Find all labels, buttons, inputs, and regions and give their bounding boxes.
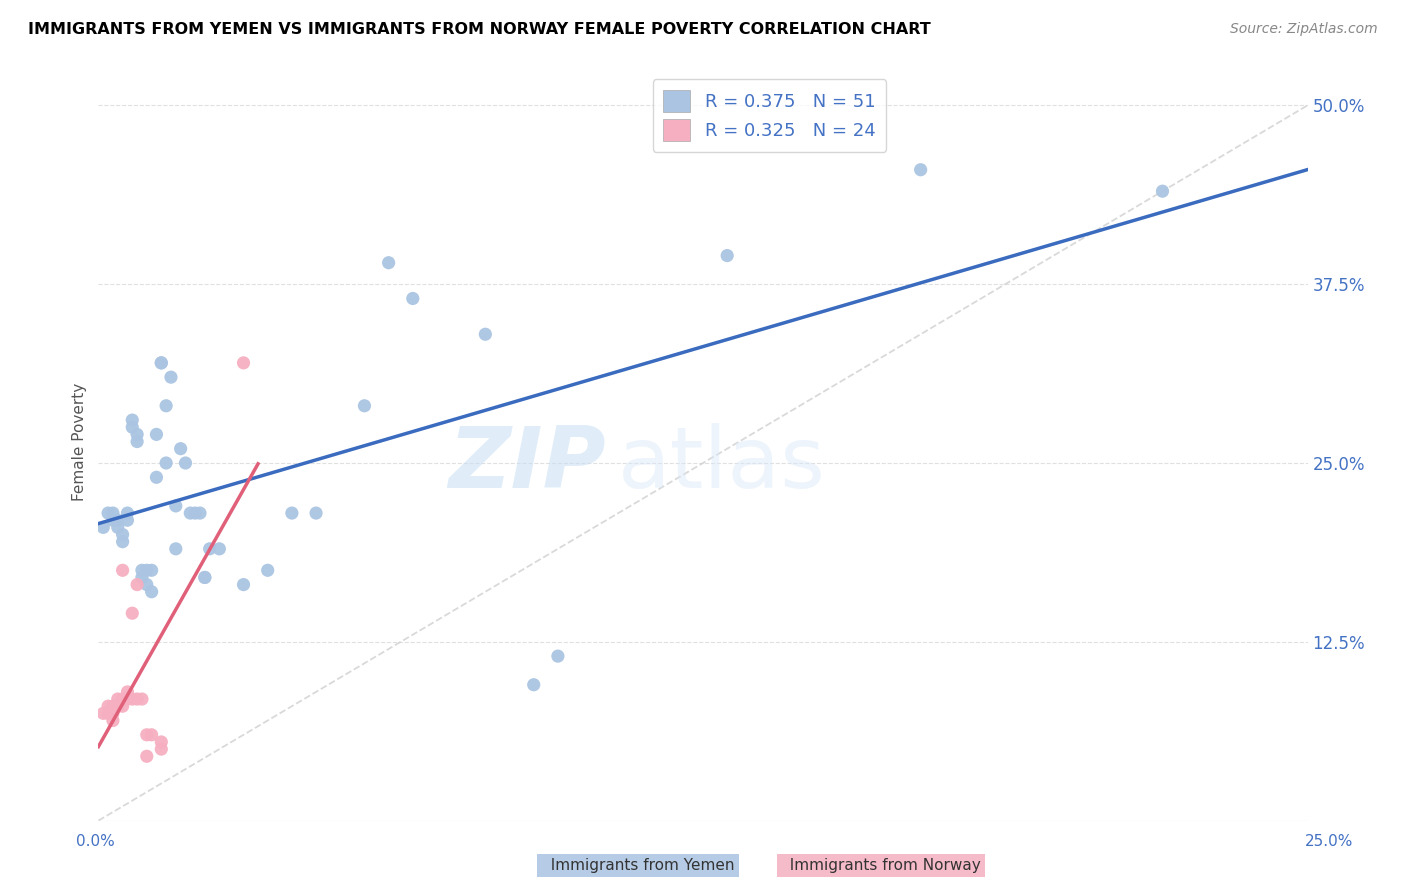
- Text: Immigrants from Yemen: Immigrants from Yemen: [541, 858, 735, 872]
- Point: [135, 728, 157, 742]
- Point: [127, 577, 149, 591]
- Point: [135, 749, 157, 764]
- Point: [97, 506, 120, 520]
- Point: [184, 506, 207, 520]
- Point: [169, 442, 191, 456]
- Point: [131, 570, 153, 584]
- Point: [117, 692, 139, 706]
- Point: [305, 506, 328, 520]
- Point: [281, 506, 304, 520]
- Point: [145, 427, 167, 442]
- Point: [910, 162, 932, 177]
- Point: [1152, 184, 1174, 198]
- Point: [353, 399, 375, 413]
- Point: [121, 420, 143, 434]
- Point: [194, 570, 217, 584]
- Point: [232, 577, 254, 591]
- Point: [155, 399, 177, 413]
- Point: [150, 742, 173, 756]
- Point: [127, 434, 149, 449]
- Point: [111, 563, 134, 577]
- Point: [131, 563, 153, 577]
- Point: [127, 427, 149, 442]
- Point: [402, 292, 425, 306]
- Point: [232, 356, 254, 370]
- Point: [135, 577, 157, 591]
- Point: [111, 527, 134, 541]
- Point: [101, 699, 124, 714]
- Point: [198, 541, 221, 556]
- Point: [97, 699, 120, 714]
- Point: [547, 649, 569, 664]
- Point: [135, 563, 157, 577]
- Point: [474, 327, 496, 342]
- Point: [377, 256, 399, 270]
- Point: [716, 249, 738, 263]
- Point: [208, 541, 231, 556]
- Point: [145, 470, 167, 484]
- Point: [107, 699, 129, 714]
- Point: [101, 714, 124, 728]
- Point: [97, 706, 120, 721]
- Point: [101, 706, 124, 721]
- Text: ZIP: ZIP: [449, 423, 606, 506]
- Text: atlas: atlas: [619, 423, 827, 506]
- Point: [101, 506, 124, 520]
- Point: [150, 356, 173, 370]
- Point: [101, 513, 124, 527]
- Point: [111, 692, 134, 706]
- Legend: R = 0.375   N = 51, R = 0.325   N = 24: R = 0.375 N = 51, R = 0.325 N = 24: [652, 79, 886, 152]
- Y-axis label: Female Poverty: Female Poverty: [72, 383, 87, 500]
- Point: [121, 606, 143, 620]
- Text: 25.0%: 25.0%: [1305, 834, 1353, 849]
- Point: [111, 534, 134, 549]
- Point: [107, 692, 129, 706]
- Point: [165, 499, 187, 513]
- Point: [179, 506, 201, 520]
- Point: [117, 685, 139, 699]
- Point: [127, 692, 149, 706]
- Point: [117, 513, 139, 527]
- Point: [131, 692, 153, 706]
- Point: [523, 678, 546, 692]
- Point: [188, 506, 211, 520]
- Point: [160, 370, 183, 384]
- Point: [121, 692, 143, 706]
- Text: Immigrants from Norway: Immigrants from Norway: [780, 858, 981, 872]
- Point: [141, 563, 163, 577]
- Point: [194, 570, 217, 584]
- Point: [174, 456, 197, 470]
- Point: [117, 506, 139, 520]
- Point: [91, 520, 114, 534]
- Point: [111, 699, 134, 714]
- Point: [165, 541, 187, 556]
- Point: [107, 520, 129, 534]
- Point: [121, 413, 143, 427]
- Point: [256, 563, 278, 577]
- Text: 0.0%: 0.0%: [76, 834, 115, 849]
- Point: [107, 513, 129, 527]
- Point: [141, 728, 163, 742]
- Point: [91, 706, 114, 721]
- Point: [150, 735, 173, 749]
- Point: [155, 456, 177, 470]
- Point: [141, 584, 163, 599]
- Point: [150, 356, 173, 370]
- Text: IMMIGRANTS FROM YEMEN VS IMMIGRANTS FROM NORWAY FEMALE POVERTY CORRELATION CHART: IMMIGRANTS FROM YEMEN VS IMMIGRANTS FROM…: [28, 22, 931, 37]
- Text: Source: ZipAtlas.com: Source: ZipAtlas.com: [1230, 22, 1378, 37]
